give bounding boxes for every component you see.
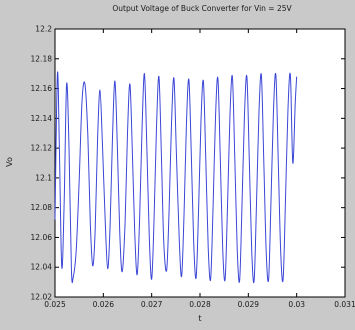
x-tick-label: 0.027 (141, 300, 163, 309)
y-tick-label: 12.06 (31, 233, 53, 242)
y-tick-label: 12.1 (35, 173, 52, 182)
x-tick-label: 0.029 (238, 300, 260, 309)
series-line (54, 71, 298, 284)
y-tick-label: 12.04 (31, 263, 53, 272)
y-tick-label: 12.18 (31, 54, 53, 63)
y-tick-label: 12.16 (31, 84, 53, 93)
y-tick-label: 12.2 (35, 25, 52, 34)
x-axis: 0.025 0.026 0.027 0.028 0.029 0.03 0.031 (44, 29, 355, 309)
y-tick-label: 12.14 (31, 114, 53, 123)
x-axis-label: t (198, 314, 201, 323)
x-tick-label: 0.028 (189, 300, 211, 309)
x-tick-label: 0.026 (93, 300, 115, 309)
y-tick-label: 12.02 (31, 293, 53, 302)
chart-title: Output Voltage of Buck Converter for Vin… (112, 4, 292, 13)
y-tick-label: 12.12 (31, 144, 53, 153)
x-tick-label: 0.031 (334, 300, 355, 309)
y-axis-label: Vo (5, 157, 14, 167)
x-tick-label: 0.03 (288, 300, 305, 309)
y-tick-label: 12.08 (31, 203, 53, 212)
x-tick-label: 0.025 (44, 300, 66, 309)
y-axis: 12.02 12.04 12.06 12.08 12.1 12.12 12.14 12.16 1… (31, 25, 345, 302)
